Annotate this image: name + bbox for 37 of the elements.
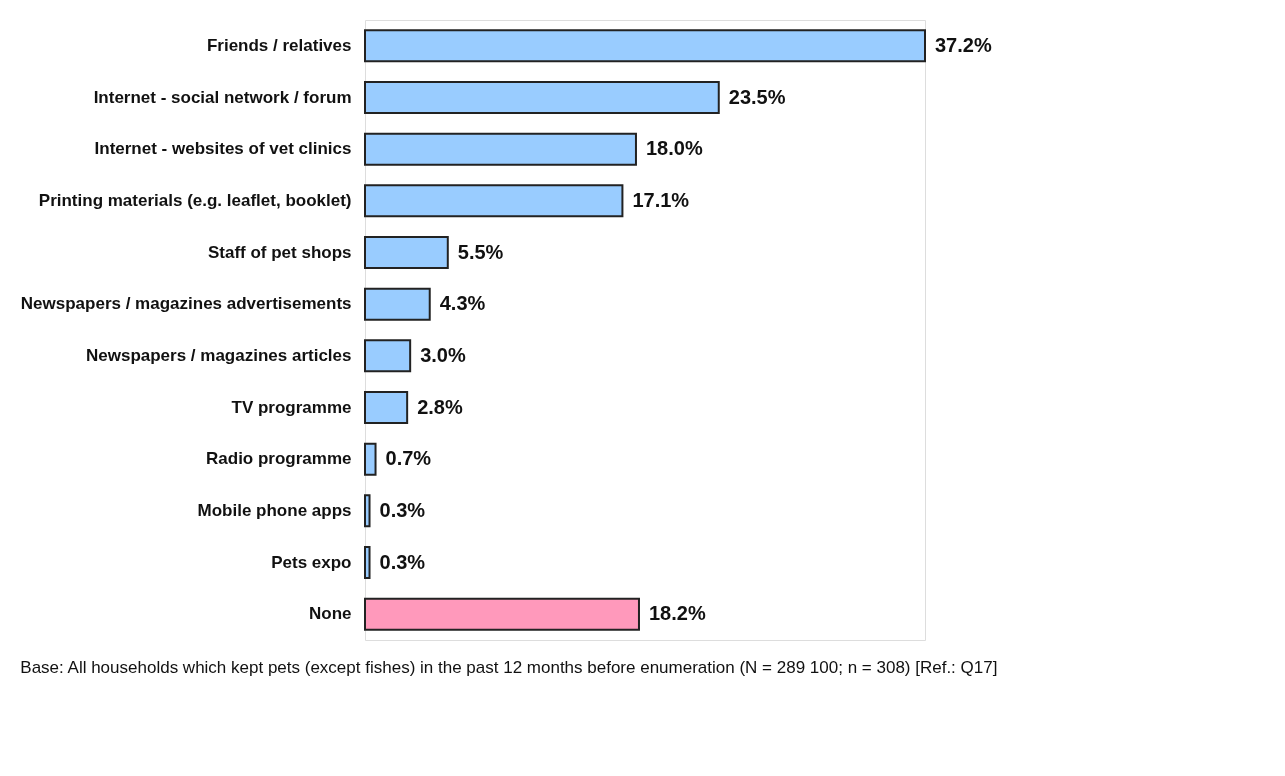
y-tick-label: Radio programme bbox=[206, 449, 352, 469]
data-label: 23.5% bbox=[728, 85, 786, 108]
y-tick-label: Staff of pet shops bbox=[207, 242, 352, 262]
bar bbox=[364, 339, 412, 373]
data-label: 18.0% bbox=[645, 137, 703, 160]
y-tick-label: Internet - websites of vet clinics bbox=[94, 139, 352, 159]
bar bbox=[364, 442, 377, 476]
bar bbox=[364, 81, 720, 114]
y-tick-label: Friends / relatives bbox=[206, 35, 352, 55]
data-label: 0.7% bbox=[385, 447, 432, 470]
bar bbox=[364, 184, 624, 218]
bar bbox=[364, 236, 449, 269]
y-tick-label: Pets expo bbox=[271, 552, 352, 572]
data-label: 17.1% bbox=[632, 188, 690, 211]
bar bbox=[364, 132, 637, 166]
y-tick-label: Printing materials (e.g. leaflet, booklet) bbox=[38, 190, 352, 210]
text: Base: All households which kept pets (except fishes) in the past 12 months before enumeration (N = 289 100; n = 308) [Ref.: Q17] bbox=[20, 658, 998, 677]
data-label: 37.2% bbox=[935, 33, 992, 56]
bar bbox=[364, 546, 371, 579]
data-label: 2.8% bbox=[417, 395, 463, 418]
data-label: 3.0% bbox=[420, 343, 466, 366]
y-tick-label: Internet - social network / forum bbox=[93, 87, 352, 107]
y-tick-label: TV programme bbox=[231, 397, 352, 417]
y-tick-label: None bbox=[309, 604, 352, 624]
y-tick-label: Newspapers / magazines advertisements bbox=[20, 294, 352, 314]
bar bbox=[364, 597, 640, 631]
y-tick-label: Mobile phone apps bbox=[197, 500, 352, 520]
data-label: 0.3% bbox=[379, 498, 426, 521]
bar bbox=[364, 29, 926, 63]
data-label: 0.3% bbox=[379, 550, 426, 573]
data-label: 5.5% bbox=[457, 240, 504, 263]
y-tick-label: Newspapers / magazines articles bbox=[85, 345, 352, 365]
data-label: 4.3% bbox=[439, 292, 486, 315]
data-label: 18.2% bbox=[648, 602, 706, 625]
bar bbox=[364, 287, 431, 321]
bar bbox=[364, 391, 409, 424]
bar bbox=[364, 494, 371, 528]
